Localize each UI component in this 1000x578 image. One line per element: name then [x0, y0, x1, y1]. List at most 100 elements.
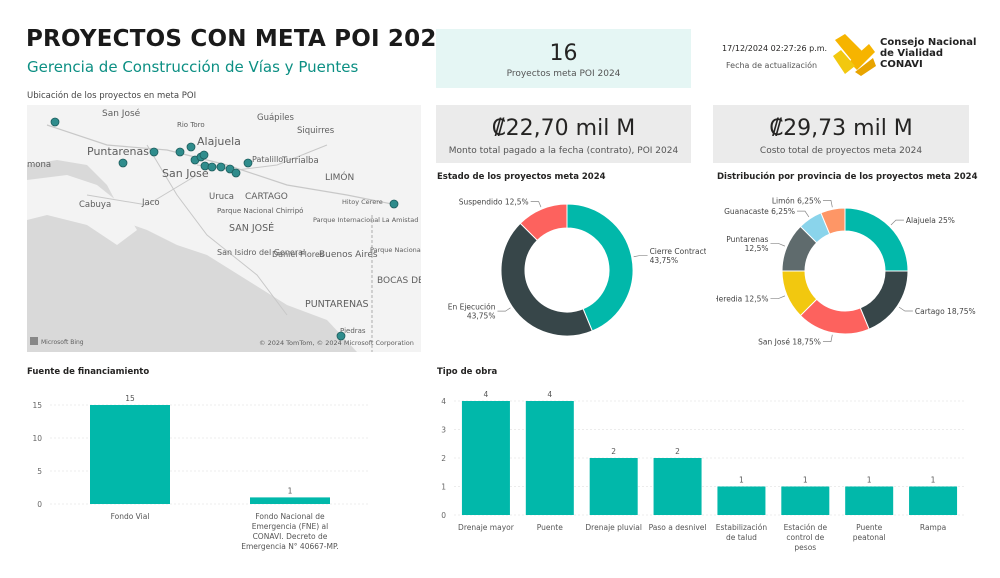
worktype-category-label-6: peatonal	[853, 533, 886, 542]
svg-text:Piedras: Piedras	[340, 327, 366, 335]
kpi-projects-card[interactable]: 16 Proyectos meta POI 2024	[436, 29, 691, 88]
worktype-category-label-2: Drenaje pluvial	[585, 523, 642, 532]
update-date: 17/12/2024 02:27:26 p.m.	[722, 44, 828, 53]
svg-text:Siquirres: Siquirres	[297, 126, 335, 136]
svg-text:Guápiles: Guápiles	[257, 113, 295, 123]
kpi-paid-card[interactable]: ₡22,70 mil M Monto total pagado a la fec…	[436, 105, 691, 163]
svg-text:Rio Toro: Rio Toro	[177, 121, 205, 129]
province-label-3: Heredia 12,5%	[716, 295, 768, 304]
worktype-value-label-4: 1	[739, 476, 744, 485]
svg-text:mona: mona	[27, 160, 51, 170]
status-slice-2[interactable]	[519, 203, 568, 242]
status-donut-chart[interactable]: Cierre Contractual43,75%En Ejecución43,7…	[436, 183, 706, 358]
province-label-1: Cartago 18,75%	[915, 307, 976, 316]
worktype-category-label-0: Drenaje mayor	[458, 523, 515, 532]
svg-text:PUNTARENAS: PUNTARENAS	[305, 299, 369, 310]
province-label-4: Puntarenas	[726, 235, 768, 244]
svg-text:San José: San José	[102, 108, 141, 119]
province-label-5: Guanacaste 6,25%	[724, 207, 795, 216]
project-map[interactable]: San José Rio Toro Guápiles Siquirres Ala…	[27, 105, 421, 352]
funding-category-label-1: Emergencia (FNE) al	[252, 522, 329, 531]
svg-text:San Isidro del General: San Isidro del General	[217, 248, 305, 257]
funding-ytick: 15	[32, 401, 42, 410]
svg-text:Daniel Flores: Daniel Flores	[272, 250, 324, 259]
worktype-bar-7[interactable]	[909, 486, 958, 516]
worktype-ytick: 2	[441, 454, 446, 463]
funding-ytick: 10	[32, 434, 42, 443]
kpi-cost-card[interactable]: ₡29,73 mil M Costo total de proyectos me…	[713, 105, 969, 163]
province-slice-0[interactable]	[844, 207, 909, 272]
funding-value-label-1: 1	[288, 486, 293, 495]
worktype-bar-3[interactable]	[653, 458, 702, 515]
province-label-2: San José 18,75%	[758, 338, 821, 347]
worktype-value-label-2: 2	[611, 447, 616, 456]
province-leader-5	[796, 210, 810, 218]
worktype-bar-5[interactable]	[781, 486, 830, 516]
province-donut-chart[interactable]: Alajuela 25% Cartago 18,75% San José 18,75…	[716, 183, 986, 358]
funding-category-label-1: Fondo Nacional de	[255, 512, 325, 521]
worktype-value-label-0: 4	[484, 390, 489, 399]
worktype-category-label-1: Puente	[537, 523, 563, 532]
map-title: Ubicación de los proyectos en meta POI	[27, 91, 197, 101]
province-leader-0	[890, 219, 904, 226]
status-leader-0	[633, 255, 648, 258]
worktype-value-label-6: 1	[867, 476, 872, 485]
province-label-0: Alajuela 25%	[906, 216, 955, 225]
worktype-ytick: 4	[441, 397, 446, 406]
svg-text:SAN JOSÉ: SAN JOSÉ	[229, 222, 274, 234]
svg-text:Hitoy Cerere: Hitoy Cerere	[342, 198, 383, 206]
worktype-category-label-5: Estación de	[784, 523, 828, 532]
map-canvas[interactable]: San José Rio Toro Guápiles Siquirres Ala…	[27, 105, 421, 352]
worktype-bar-0[interactable]	[461, 401, 510, 515]
svg-text:San José: San José	[162, 167, 209, 180]
kpi-projects-label: Proyectos meta POI 2024	[506, 69, 621, 79]
status-leader-2	[530, 201, 542, 208]
map-point	[186, 142, 196, 152]
worktype-bar-6[interactable]	[845, 486, 894, 516]
worktype-value-label-7: 1	[931, 476, 936, 485]
funding-bar-0[interactable]	[90, 405, 170, 504]
province-label-4: 12,5%	[745, 244, 769, 253]
kpi-cost-value: ₡29,73 mil M	[769, 116, 913, 141]
funding-chart-title: Fuente de financiamiento	[27, 367, 150, 377]
svg-text:Microsoft Bing: Microsoft Bing	[41, 339, 84, 346]
kpi-cost-label: Costo total de proyectos meta 2024	[759, 146, 923, 156]
province-leader-3	[770, 295, 786, 299]
status-label-2: Suspendido 12,5%	[459, 198, 529, 207]
map-points[interactable]	[50, 117, 399, 341]
page-subtitle: Gerencia de Construcción de Vías y Puent…	[27, 58, 359, 76]
svg-text:Uruca: Uruca	[209, 192, 234, 202]
worktype-ytick: 0	[441, 511, 446, 520]
status-slice-1[interactable]	[500, 222, 593, 337]
worktype-bar-4[interactable]	[717, 486, 766, 516]
funding-category-label-1: CONAVI. Decreto de	[253, 532, 328, 541]
province-chart-title: Distribución por provincia de los proyec…	[717, 172, 978, 182]
map-point	[216, 162, 226, 172]
status-leader-1	[497, 307, 511, 312]
province-slice-6[interactable]	[820, 207, 846, 235]
worktype-category-label-3: Paso a desnivel	[649, 523, 707, 532]
svg-text:LIMÓN: LIMÓN	[325, 171, 354, 183]
map-point	[207, 162, 217, 172]
worktype-category-label-6: Puente	[856, 523, 882, 532]
province-leader-4	[770, 243, 786, 247]
map-point	[225, 164, 235, 174]
funding-bar-1[interactable]	[250, 497, 330, 504]
funding-ytick: 5	[37, 467, 42, 476]
status-label-1: 43,75%	[467, 312, 496, 321]
svg-text:CARTAGO: CARTAGO	[245, 192, 288, 202]
worktype-value-label-5: 1	[803, 476, 808, 485]
funding-category-label-0: Fondo Vial	[111, 512, 150, 521]
update-label: Fecha de actualización	[726, 61, 818, 70]
worktype-bar-1[interactable]	[525, 401, 574, 515]
status-slice-0[interactable]	[566, 203, 634, 332]
worktype-value-label-3: 2	[675, 447, 680, 456]
map-point	[50, 117, 60, 127]
province-slice-1[interactable]	[859, 270, 909, 330]
province-leader-6	[822, 200, 833, 208]
svg-text:© 2024 TomTom, © 2024 Microsof: © 2024 TomTom, © 2024 Microsoft Corporat…	[259, 339, 414, 347]
worktype-bar-2[interactable]	[589, 458, 638, 515]
funding-category-label-1: Emergencia N° 40667-MP.	[241, 542, 338, 551]
worktype-bar-chart[interactable]: 0 1 2 3 4 4 Drenaje mayor 4 Puente 2 Drenaje pluvi…	[430, 380, 970, 565]
